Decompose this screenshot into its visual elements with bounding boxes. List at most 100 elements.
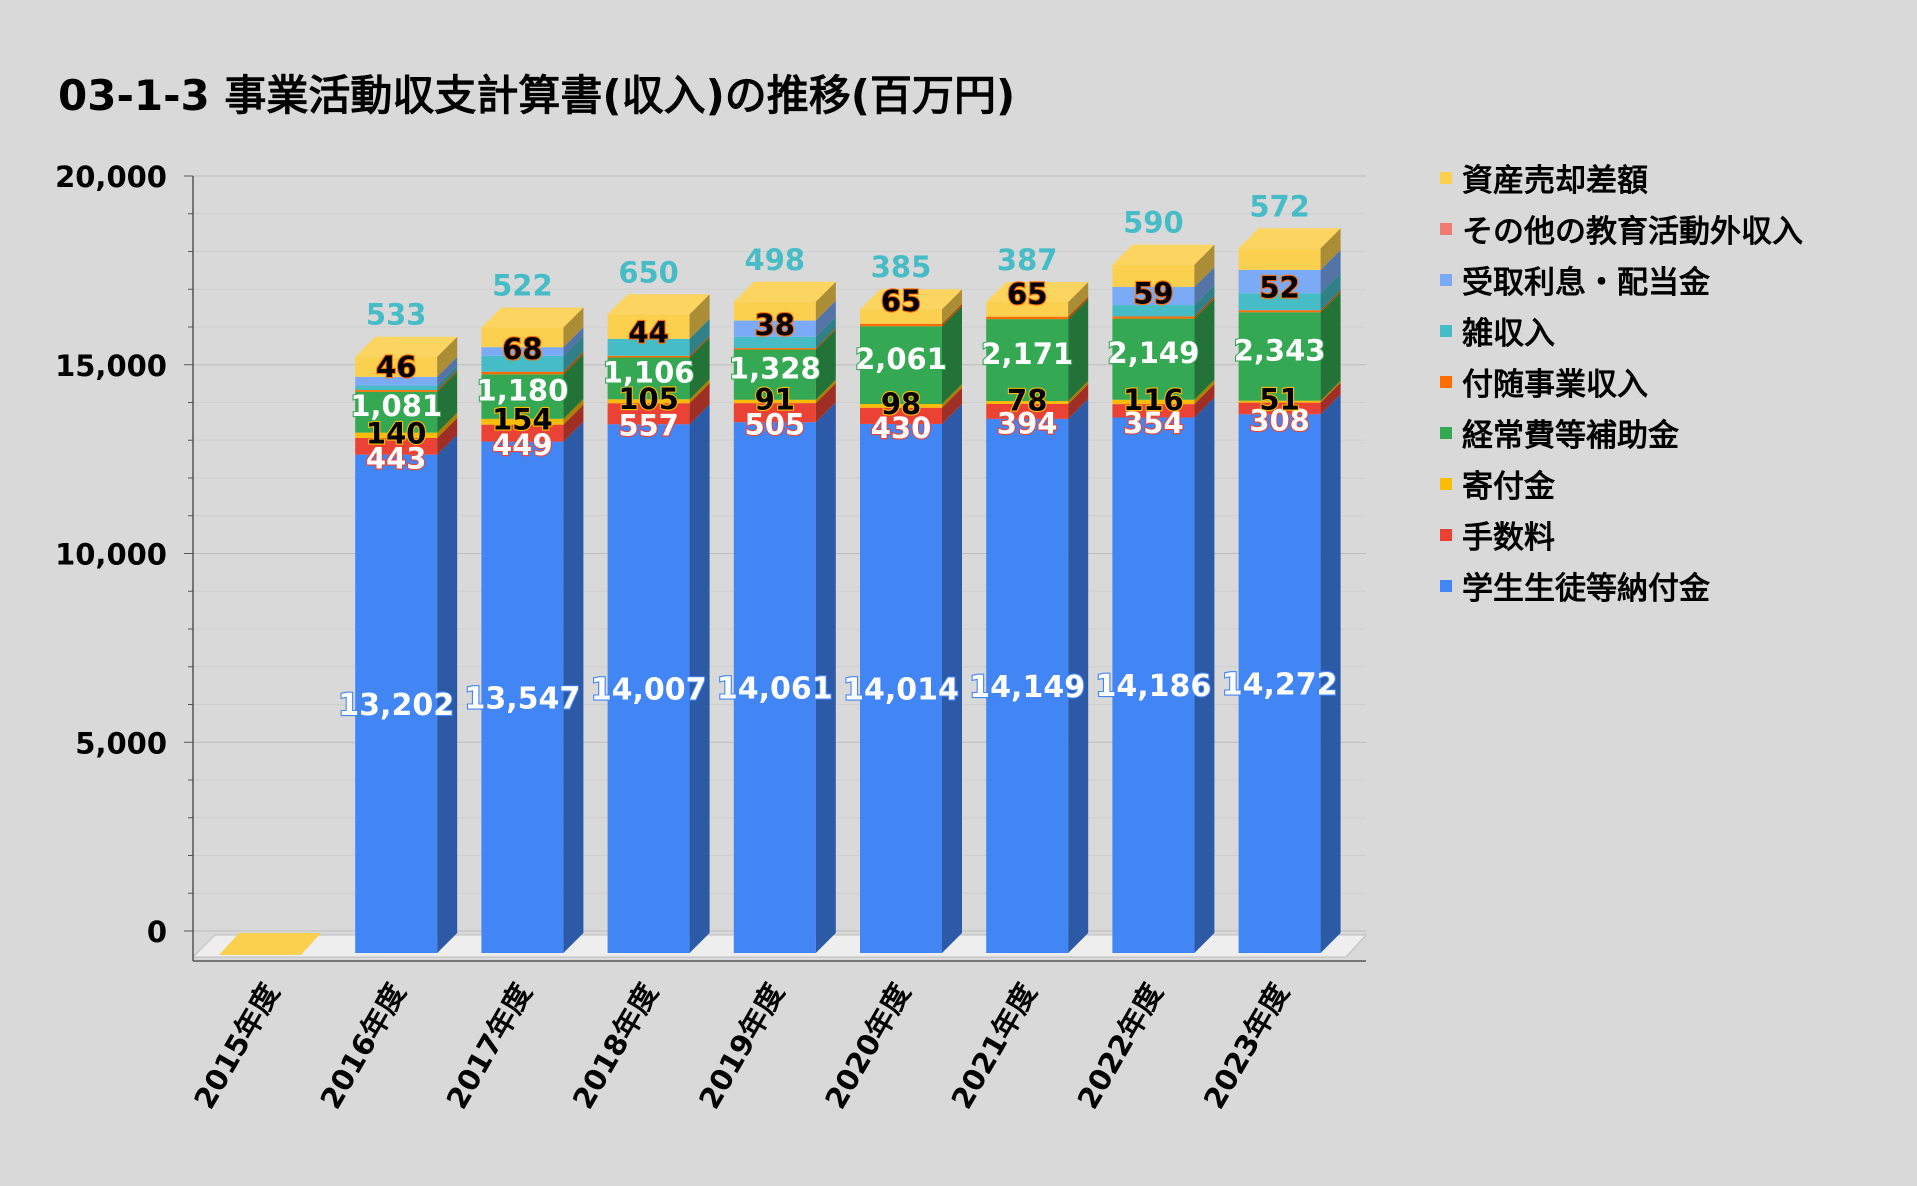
data-label: 13,202 [338,688,454,723]
y-tick-label: 10,000 [55,538,167,572]
data-label: 2,171 [981,337,1073,371]
data-label: 14,272 [1222,668,1338,703]
x-tick-label: 2017年度 [440,978,539,1115]
legend: 資産売却差額 その他の教育活動外収入 受取利息・配当金 雑収入 付随事業収入 経常費等補助… [1440,152,1803,611]
data-label: 46 [376,350,416,384]
legend-item: その他の教育活動外収入 [1440,203,1803,254]
data-label: 14,014 [843,672,959,707]
data-label: 590 [1123,206,1184,240]
bar-segment [986,316,1069,320]
data-label: 52 [1259,270,1299,304]
bar-segment [986,302,1069,317]
bar-segment-side [1068,282,1089,317]
legend-label: 付随事業収入 [1462,367,1648,403]
legend-swatch [1440,528,1452,541]
bar-segment-side [1068,381,1089,405]
bar-segment-side [437,434,458,953]
bar-segment-side [1194,296,1215,319]
legend-item: 経常費等補助金 [1440,407,1803,458]
bar-segment [607,338,690,356]
legend-swatch [1440,171,1452,184]
bar-segment-side [437,417,458,455]
data-label: 505 [745,408,806,442]
x-tick-label: 2018年度 [566,978,665,1115]
legend-label: その他の教育活動外収入 [1462,214,1803,250]
bar-segment-side [1320,290,1341,313]
x-tick-label: 2019年度 [692,978,791,1115]
bar-segment-side [942,387,962,424]
legend-item: 学生生徒等納付金 [1440,560,1803,611]
bar-segment [481,371,564,375]
data-label: 14,007 [591,673,707,708]
legend-swatch [1440,579,1452,592]
x-tick-label: 2023年度 [1197,978,1296,1115]
bar-top [733,281,836,302]
legend-item: 寄付金 [1440,458,1803,509]
x-tick-label: 2021年度 [944,978,1043,1115]
bar-top [355,336,458,357]
bar-segment-side [437,371,458,433]
legend-swatch [1440,324,1452,337]
bar-segment [1238,402,1321,415]
data-label: 394 [997,406,1058,440]
bar-segment-side [942,306,962,405]
legend-label: 雑収入 [1462,316,1555,352]
bar-segment-side [437,336,458,377]
bar-segment [607,357,690,400]
legend-item: 受取利息・配当金 [1440,254,1803,305]
x-tick-label: 2022年度 [1071,978,1170,1115]
bar-segment-side [563,307,584,348]
data-label: 65 [1007,277,1047,311]
bar-segment-side [563,335,584,372]
data-label: 105 [618,382,679,416]
bar-segment [1112,404,1195,418]
bar-segment [733,320,816,337]
bar-segment-side [942,403,962,953]
bar-segment-side [815,281,836,321]
bar-segment-side [563,354,584,419]
bar-segment [1238,248,1321,270]
data-label: 650 [618,255,679,289]
bar-segment [986,319,1069,402]
legend-label: 手数料 [1462,520,1555,556]
data-label: 98 [881,387,921,421]
data-label: 1,328 [729,352,821,386]
data-label: 116 [1123,383,1184,417]
data-label: 354 [1123,406,1184,440]
data-label: 2,149 [1108,336,1200,370]
bar-segment [355,390,438,392]
bar-segment [607,314,690,339]
data-label: 13,547 [465,681,581,716]
data-label: 154 [492,403,553,437]
bar-segment [355,391,438,433]
bar-segment-side [1068,299,1089,402]
bar-segment-side [1320,380,1341,403]
bar-segment [355,454,438,953]
bar-segment-side [815,379,836,404]
data-label: 533 [366,298,427,332]
bar-segment-side [815,383,836,423]
bar-segment-side [563,327,584,356]
bar-segment [860,407,942,424]
bar-segment [607,355,690,358]
bar-segment-side [815,300,836,337]
data-label: 140 [366,416,427,450]
bar-segment [355,432,438,438]
bar-segment-side [437,356,458,386]
bar-segment-side [1068,398,1089,953]
bar-segment [1238,310,1321,313]
bar-segment-side [563,421,584,954]
bar-segment [986,404,1069,419]
bar-segment [860,404,942,408]
bar-top [1112,244,1215,265]
legend-label: 受取利息・配当金 [1462,265,1710,301]
bar-segment-side [563,398,584,425]
bar-segment [986,401,1069,405]
data-label: 38 [755,308,795,342]
bar-segment [733,348,816,350]
bar-segment-side [689,294,710,339]
data-label: 14,186 [1096,669,1212,704]
bar-segment-side [1194,266,1215,306]
bar-segment-side [1194,285,1215,317]
bar-segment-side [689,404,710,954]
